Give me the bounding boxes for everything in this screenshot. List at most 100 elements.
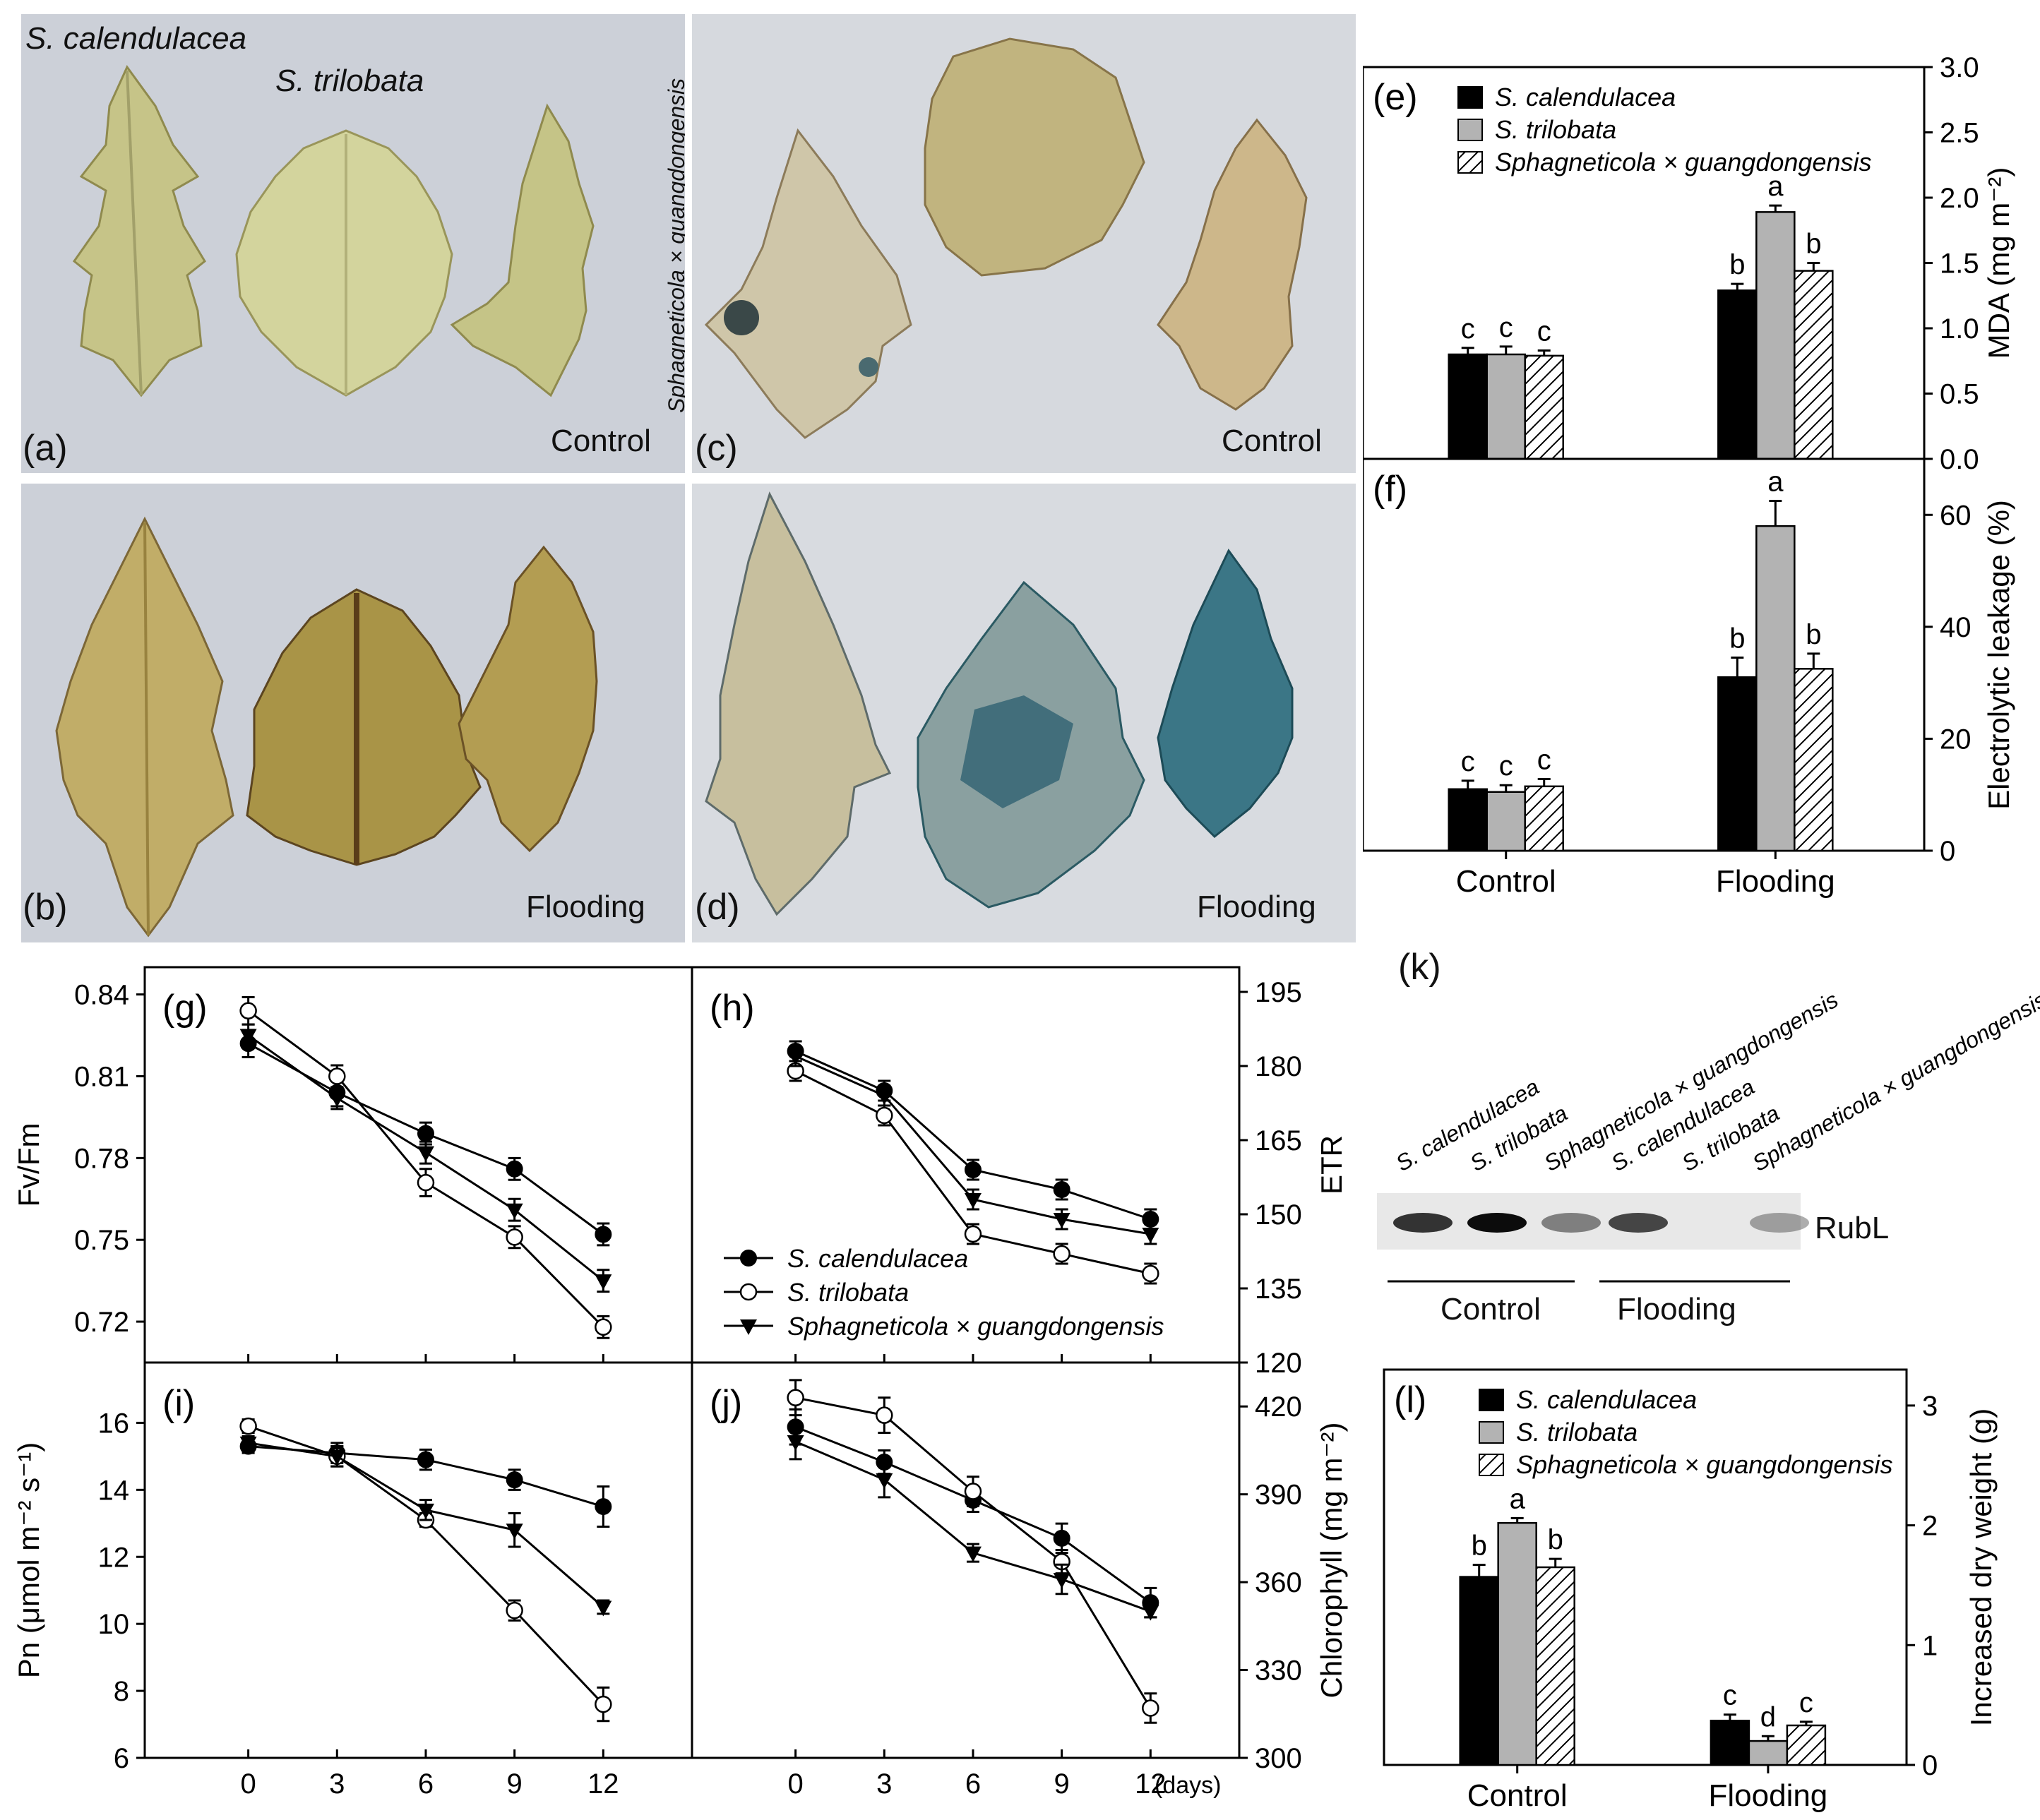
legend-marker [740,1319,757,1335]
bar [1710,1719,1750,1766]
bar [1786,1724,1827,1766]
y-tick-label: 135 [1255,1274,1302,1305]
y-axis-label: Chlorophyll (mg m⁻²) [1315,1423,1348,1699]
condition-label: Control [1222,424,1322,458]
bar [1448,353,1488,460]
chart-panel-l: 0 1 2 3 Increased dry weight (g) b c a d b c Contro… [1383,1368,1998,1813]
y-tick-label: 120 [1255,1348,1302,1379]
significance-letter: a [1767,171,1784,202]
photo-panel-a: (a) Control S. calendulacea S. trilobata… [21,14,685,473]
data-point [417,1125,434,1142]
data-point [595,1274,612,1291]
data-point [1142,1228,1159,1243]
condition-label: Control [551,424,651,458]
bar [1497,1521,1537,1766]
y-tick-label: 0.78 [74,1143,129,1174]
x-axis-label: (days) [1155,1772,1221,1799]
y-tick-label: 0.72 [74,1307,129,1338]
data-point [876,1406,893,1424]
legend-swatch [1479,1421,1504,1444]
y-tick-label: 2.0 [1940,183,1979,214]
y-tick-label: 8 [114,1676,129,1707]
y-tick-label: 420 [1255,1391,1302,1423]
panel-label: (e) [1373,77,1418,118]
y-tick-label: 60 [1940,500,1972,531]
significance-letter: a [1510,1483,1526,1514]
y-tick-label: 14 [98,1475,130,1506]
data-point [595,1695,612,1713]
y-tick-label: 0 [1940,836,1955,867]
y-tick-label: 0.81 [74,1061,129,1092]
y-tick-label: 12 [98,1542,130,1573]
panel-label: (i) [162,1383,195,1424]
panel-label: (d) [695,887,740,928]
plot-frame [1383,1368,1908,1766]
bar [1717,289,1758,460]
legend-label: Sphagneticola × guangdongensis [787,1312,1164,1341]
y-tick-label: 3.0 [1940,52,1979,83]
data-point [876,1089,893,1105]
photo-panel-c: (c) Control [692,14,1356,473]
bar [1755,525,1796,852]
bar [1486,791,1526,852]
x-tick-label: 6 [965,1768,981,1800]
photo-panel-b: (b) Flooding [21,484,685,942]
y-tick-label: 1 [1922,1630,1938,1661]
legend-marker [740,1250,757,1267]
bar [1748,1740,1789,1766]
western-blot-panel: S. calendulacea S. trilobata Sphagneticola… [1370,890,2040,1355]
panel-label: (l) [1394,1379,1426,1420]
leaf-photo-b [21,484,685,942]
bar [1459,1576,1499,1766]
series-line [795,1425,1152,1604]
x-tick-label: 9 [507,1768,523,1800]
plot-frame [143,966,693,1364]
group-label-flooding: Flooding [1617,1292,1736,1327]
panel-label: (h) [710,988,755,1029]
x-tick-label: 3 [329,1768,345,1800]
legend-swatch [1457,151,1483,174]
significance-letter: c [1537,745,1551,776]
bar [1755,211,1796,460]
data-point [787,1435,804,1451]
data-point [328,1067,346,1085]
data-point [506,1471,523,1489]
y-axis-label: Fv/Fm [12,1123,45,1207]
legend-swatch [1457,119,1483,141]
x-tick-label: 0 [240,1768,256,1800]
data-point [506,1228,523,1246]
panel-label: (b) [23,887,68,928]
photo-panel-d: (d) Flooding [692,484,1356,942]
data-point [1053,1181,1070,1198]
data-point [964,1193,982,1209]
leaf-photo-a [21,14,685,473]
data-point [1053,1529,1070,1547]
data-point [506,1160,523,1178]
y-axis-label: MDA (mg m⁻²) [1982,167,2015,359]
y-axis-label: Pn (μmol m⁻² s⁻¹) [12,1442,45,1679]
y-tick-label: 0.5 [1940,379,1979,410]
data-point [1142,1699,1159,1717]
y-tick-label: 2.5 [1940,118,1979,149]
data-point [787,1050,804,1065]
y-tick-label: 0 [1922,1750,1938,1781]
significance-letter: b [1806,619,1821,650]
legend-label: Sphagneticola × guangdongensis [1495,148,1871,176]
significance-letter: b [1472,1531,1487,1562]
data-point [787,1389,804,1407]
leaf-photo-c [692,14,1356,473]
significance-letter: d [1760,1701,1776,1732]
panel-label: (a) [23,428,68,469]
plot-frame [1363,66,1926,460]
x-tick-label: 6 [418,1768,434,1800]
significance-letter: c [1461,313,1475,345]
y-tick-label: 20 [1940,724,1972,755]
x-tick-label: Flooding [1709,1778,1828,1813]
data-point [595,1226,612,1243]
y-tick-label: 330 [1255,1656,1302,1687]
condition-label: Flooding [526,890,645,924]
data-point [1142,1264,1159,1283]
y-tick-label: 3 [1922,1391,1938,1422]
species-label-trilobata: S. trilobata [275,64,424,98]
x-tick-label: Control [1456,864,1556,899]
